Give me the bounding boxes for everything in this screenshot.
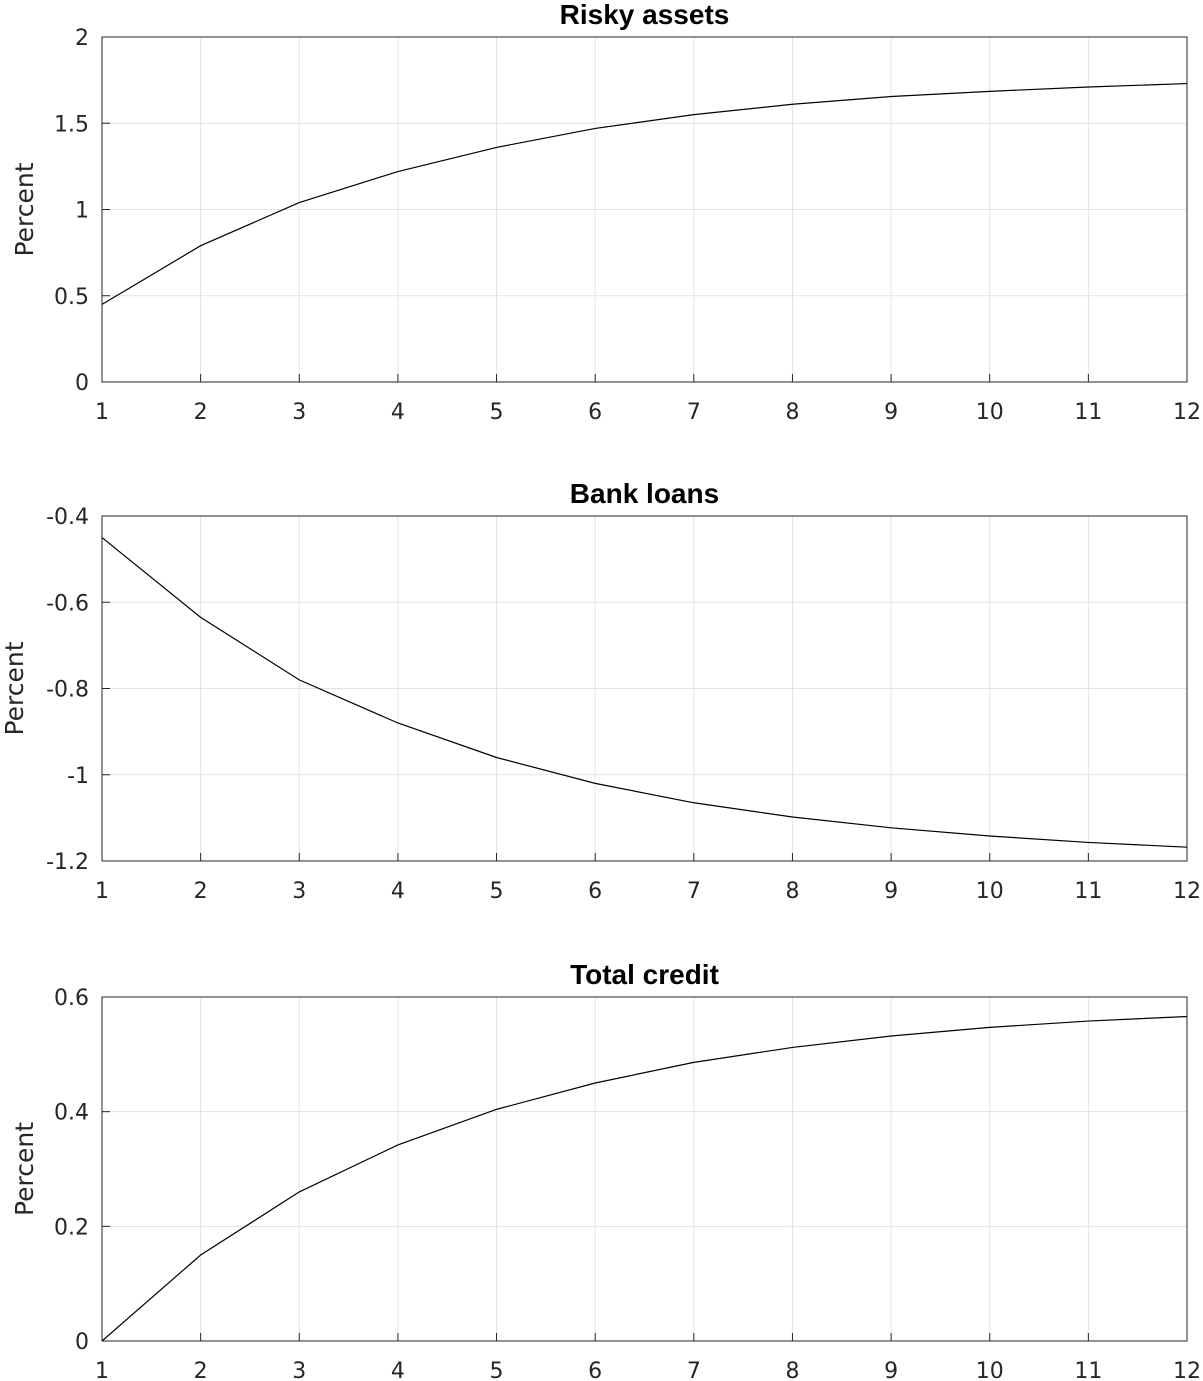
- series-line: [101, 82, 1188, 305]
- y-tick-label: 0: [75, 371, 89, 396]
- chart-title: Risky assets: [560, 0, 730, 30]
- x-tick-label: 6: [588, 400, 602, 425]
- y-tick-label: 0.5: [54, 285, 89, 310]
- x-tick-label: 4: [391, 879, 405, 904]
- series-line: [101, 537, 1188, 848]
- y-tick-label: 0.4: [54, 1101, 89, 1126]
- x-tick-label: 10: [976, 1359, 1004, 1381]
- plot-frame: [101, 996, 1188, 1342]
- series-line: [101, 1015, 1188, 1342]
- x-tick-label: 2: [194, 400, 208, 425]
- x-tick-label: 6: [588, 879, 602, 904]
- y-tick-label: -0.4: [46, 505, 89, 530]
- x-tick-label: 5: [490, 879, 504, 904]
- x-tick-label: 11: [1074, 879, 1102, 904]
- x-tick-label: 12: [1173, 1359, 1201, 1381]
- y-tick-label: 2: [75, 26, 89, 51]
- y-tick-label: -0.8: [46, 678, 89, 703]
- chart-title: Bank loans: [570, 478, 719, 509]
- x-tick-label: 10: [976, 400, 1004, 425]
- y-axis-label: Percent: [10, 1122, 39, 1216]
- x-tick-label: 4: [391, 1359, 405, 1381]
- x-tick-label: 3: [292, 1359, 306, 1381]
- panel-total-credit: 00.20.40.6 1 2 3 4 5 6 7 8 9 10 11 12 Total credit …: [10, 959, 1201, 1381]
- x-tick-label: 2: [194, 879, 208, 904]
- y-tick-label: 1: [75, 199, 89, 224]
- x-tick-label: 11: [1074, 1359, 1102, 1381]
- chart-title: Total credit: [570, 959, 719, 990]
- x-tick-label: 7: [687, 1359, 701, 1381]
- x-tick-label: 1: [95, 879, 109, 904]
- panel-bank-loans: -1.2-1-0.8-0.6-0.4 1 2 3 4 5 6 7 8 9 10 11 12 Bank …: [0, 478, 1201, 904]
- panel-risky-assets: 00.511.52 1 2 3 4 5 6 7 8 9 10 11 12 Risky assets P…: [10, 0, 1201, 425]
- y-tick-label: -1.2: [46, 850, 89, 875]
- y-tick-label: -0.6: [46, 591, 89, 616]
- x-tick-label: 9: [884, 879, 898, 904]
- y-tick-label: 0.6: [54, 986, 89, 1011]
- x-tick-label: 10: [976, 879, 1004, 904]
- x-tick-label: 1: [95, 1359, 109, 1381]
- x-tick-label: 8: [785, 879, 799, 904]
- x-tick-label: 5: [490, 1359, 504, 1381]
- x-tick-label: 7: [687, 879, 701, 904]
- x-tick-label: 12: [1173, 879, 1201, 904]
- x-tick-label: 7: [687, 400, 701, 425]
- y-axis-label: Percent: [10, 162, 39, 256]
- x-tick-label: 9: [884, 400, 898, 425]
- x-tick-label: 12: [1173, 400, 1201, 425]
- x-tick-label: 3: [292, 879, 306, 904]
- x-tick-label: 1: [95, 400, 109, 425]
- x-tick-label: 11: [1074, 400, 1102, 425]
- y-tick-label: 0.2: [54, 1215, 89, 1240]
- x-tick-label: 8: [785, 400, 799, 425]
- x-tick-label: 9: [884, 1359, 898, 1381]
- x-tick-label: 6: [588, 1359, 602, 1381]
- x-tick-label: 8: [785, 1359, 799, 1381]
- y-tick-label: 1.5: [54, 112, 89, 137]
- x-tick-label: 2: [194, 1359, 208, 1381]
- x-tick-label: 5: [490, 400, 504, 425]
- x-tick-label: 4: [391, 400, 405, 425]
- y-tick-label: -1: [67, 764, 89, 789]
- x-tick-label: 3: [292, 400, 306, 425]
- y-axis-label: Percent: [0, 641, 29, 735]
- y-tick-label: 0: [75, 1330, 89, 1355]
